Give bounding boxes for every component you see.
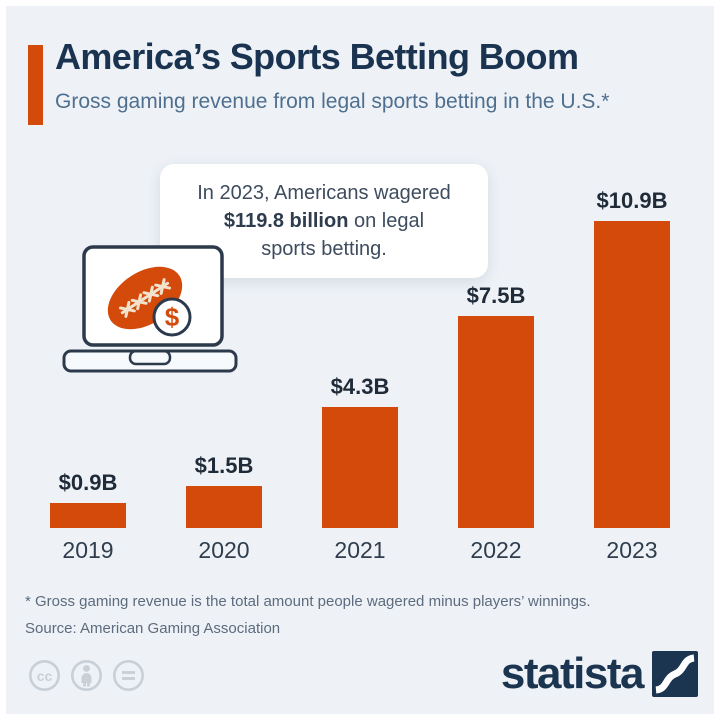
bar-chart: $0.9B 2019 $1.5B 2020 $4.3B 2021 $7.5B 2022 $10.… [20, 188, 700, 568]
source: Source: American Gaming Association [25, 620, 281, 637]
bar [186, 486, 262, 528]
no-derivatives-icon [113, 660, 144, 691]
callout-bold-figure: $119.8 billion [223, 210, 349, 232]
bar-value-label: $1.5B [194, 453, 254, 478]
bar [594, 221, 670, 529]
callout-line1: In 2023, Americans wagered [197, 182, 451, 204]
cc-license: cc [27, 658, 146, 693]
infographic-canvas: America’s Sports Betting Boom Gross gami… [6, 6, 714, 714]
bar-column: $4.3B 2021 [292, 188, 428, 568]
svg-text:$: $ [165, 302, 180, 332]
bar-year-label: 2019 [62, 537, 114, 563]
statista-logo-mark [652, 651, 698, 697]
callout-line2-rest: on legal [348, 210, 425, 232]
laptop-trackpad-notch [128, 349, 172, 366]
svg-text:cc: cc [37, 668, 53, 684]
callout-line3: sports betting. [261, 238, 387, 260]
statista-wordmark: statista [500, 649, 645, 698]
page-title: America’s Sports Betting Boom [55, 36, 579, 77]
bar-column: $0.9B 2019 [20, 188, 156, 568]
bar-year-label: 2021 [334, 537, 386, 563]
bar-value-label: $0.9B [58, 470, 118, 495]
statista-logo: statista [501, 651, 698, 697]
attribution-icon [71, 660, 102, 691]
bar-year-label: 2020 [198, 537, 250, 563]
dollar-coin-icon: $ [152, 297, 192, 337]
bar-year-label: 2023 [606, 537, 658, 564]
bar-value-label: $7.5B [466, 283, 526, 308]
bar-value-label: $4.3B [330, 374, 390, 399]
cc-icon: cc [29, 660, 60, 691]
bar [322, 407, 398, 528]
callout-text: In 2023, Americans wagered $119.8 billio… [197, 179, 451, 263]
bar-column: $7.5B 2022 [428, 188, 564, 568]
footnote: * Gross gaming revenue is the total amou… [25, 593, 591, 610]
footer: * Gross gaming revenue is the total amou… [25, 593, 591, 647]
laptop-base [62, 349, 238, 373]
bar-column: $1.5B 2020 [156, 188, 292, 568]
laptop-illustration: $ [62, 245, 238, 373]
title-accent-bar [28, 45, 43, 125]
bar-value-label: $10.9B [596, 188, 668, 213]
page-subtitle: Gross gaming revenue from legal sports b… [55, 90, 610, 113]
bar [458, 316, 534, 528]
bar-column: $10.9B 2023 [564, 188, 700, 568]
bar [50, 503, 126, 528]
bar-year-label: 2022 [470, 537, 522, 563]
